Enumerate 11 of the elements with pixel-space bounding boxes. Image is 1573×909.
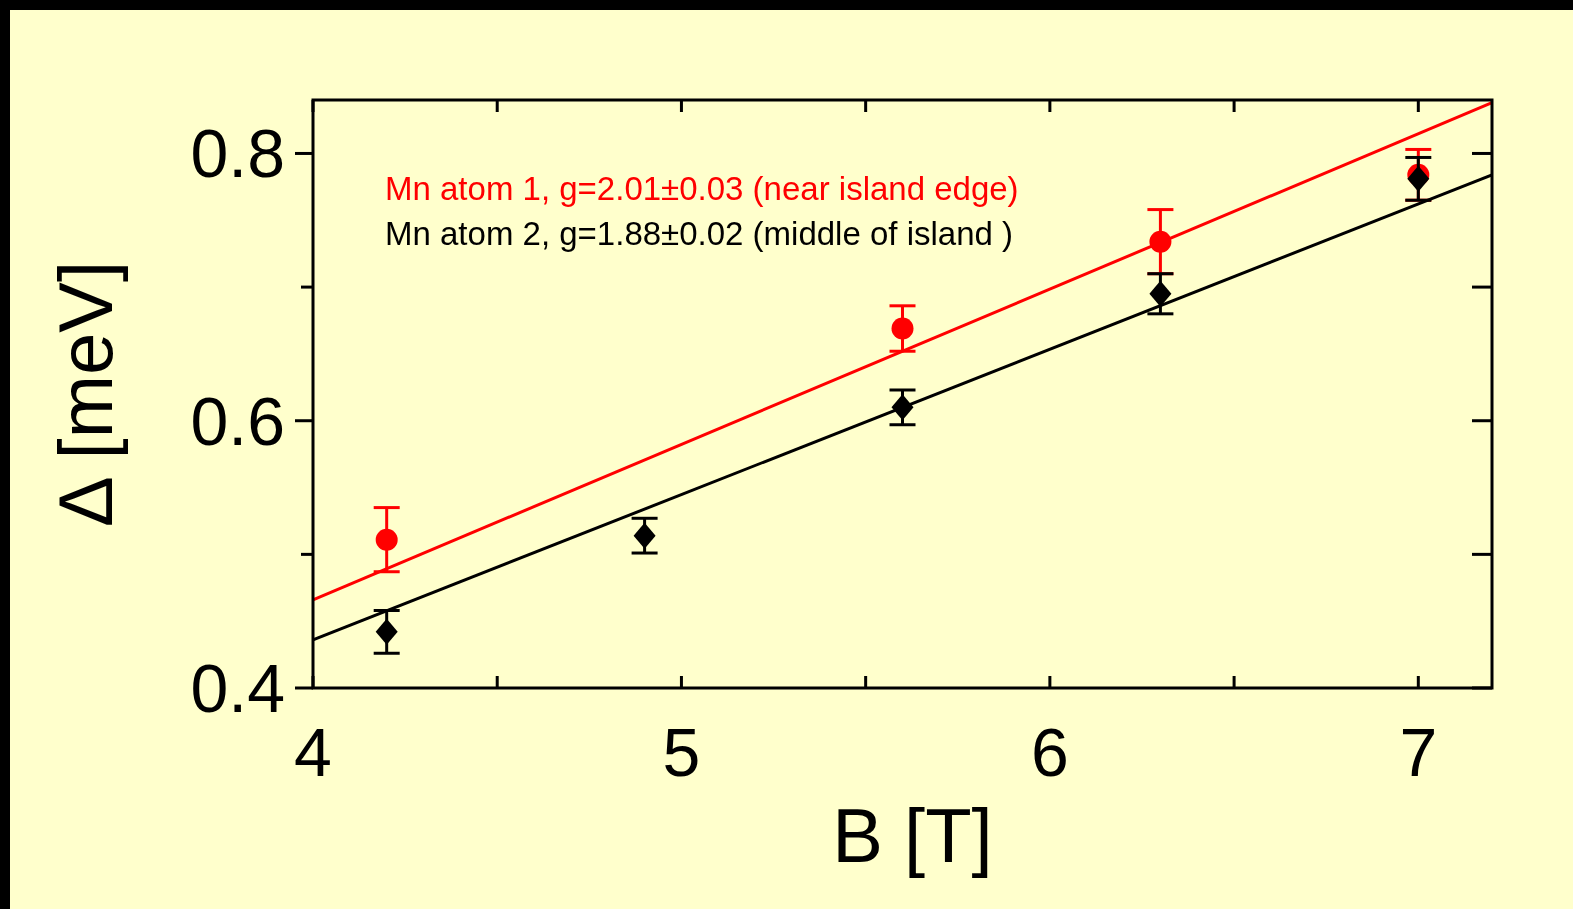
x-tick-label: 4 [294, 714, 332, 790]
x-tick-label: 5 [662, 714, 701, 790]
y-axis-title: Δ [meV] [43, 260, 128, 528]
x-tick-label: 7 [1399, 714, 1438, 790]
x-axis-title: B [T] [832, 793, 993, 878]
y-tick-label: 0.6 [190, 382, 285, 459]
x-tick-label: 6 [1030, 714, 1069, 790]
y-tick-label: 0.8 [190, 115, 285, 192]
y-tick-label: 0.4 [190, 650, 285, 726]
text: Mn atom 1, g=2.01±0.03 (near island edge) [385, 170, 1019, 207]
text: Mn atom 2, g=1.88±0.02 (middle of island ) [385, 215, 1014, 252]
